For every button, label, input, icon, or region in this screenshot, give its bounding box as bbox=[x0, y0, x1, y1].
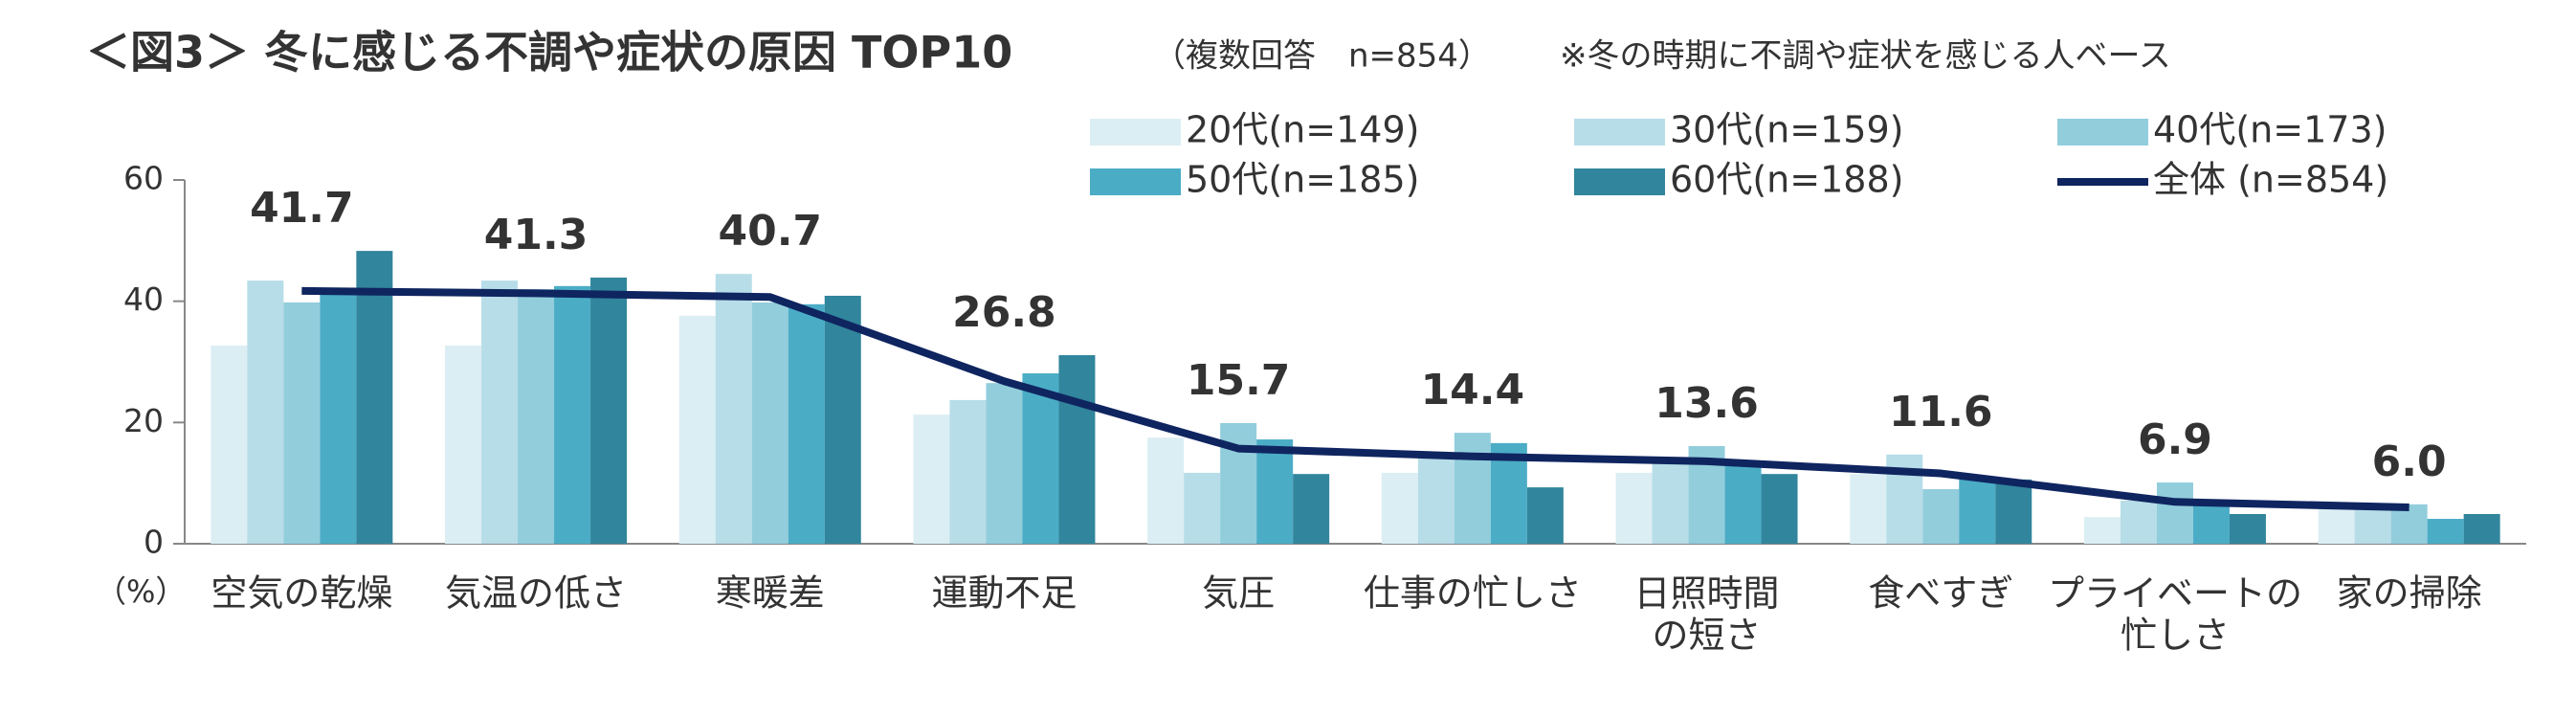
bar bbox=[2354, 508, 2391, 544]
legend-label: 50代(n=185) bbox=[1186, 159, 1419, 201]
x-tick-label: 仕事の忙しさ bbox=[1364, 572, 1582, 615]
x-tick-label: 寒暖差 bbox=[716, 572, 825, 615]
bar bbox=[751, 302, 788, 544]
bar bbox=[356, 251, 393, 544]
bar bbox=[1147, 437, 1185, 544]
bar bbox=[1058, 355, 1096, 544]
y-tick-label: 0 bbox=[144, 524, 164, 561]
bar bbox=[445, 345, 482, 544]
bar bbox=[1293, 474, 1330, 544]
bar bbox=[2463, 513, 2500, 544]
legend-swatch bbox=[1090, 168, 1181, 195]
bar bbox=[913, 415, 950, 544]
bar bbox=[1922, 489, 1960, 544]
x-tick-label: 運動不足 bbox=[931, 572, 1077, 615]
y-tick-label: 60 bbox=[123, 160, 164, 197]
bar bbox=[554, 285, 591, 544]
legend-swatch bbox=[1574, 119, 1665, 146]
bar bbox=[211, 345, 248, 544]
bar bbox=[283, 302, 321, 544]
data-label: 41.7 bbox=[250, 184, 354, 233]
x-tick-label: プライベートの忙しさ bbox=[2048, 572, 2302, 657]
bar bbox=[2427, 519, 2464, 544]
bar bbox=[2083, 517, 2121, 544]
bar bbox=[1381, 472, 1418, 544]
legend-label: 20代(n=149) bbox=[1186, 109, 1419, 151]
line bbox=[301, 286, 2409, 511]
y-unit: （%） bbox=[96, 573, 186, 610]
y-tick-label: 20 bbox=[123, 402, 164, 439]
bar bbox=[949, 399, 987, 544]
x-tick-label: 気温の低さ bbox=[445, 572, 627, 615]
bar bbox=[1184, 472, 1221, 544]
x-tick-label: 気圧 bbox=[1202, 572, 1275, 615]
legend-swatch bbox=[2057, 119, 2148, 146]
bar bbox=[678, 315, 716, 544]
bar bbox=[518, 289, 555, 544]
bar bbox=[1724, 465, 1762, 544]
data-label: 26.8 bbox=[952, 288, 1056, 337]
bar bbox=[1761, 474, 1798, 544]
data-label: 40.7 bbox=[718, 207, 822, 256]
bar bbox=[590, 277, 628, 544]
bar bbox=[1615, 472, 1653, 544]
legend-label: 全体 (n=854) bbox=[2153, 159, 2388, 201]
bar bbox=[1454, 433, 1491, 544]
bar bbox=[481, 280, 519, 544]
data-label: 6.9 bbox=[2138, 415, 2212, 464]
bar bbox=[788, 303, 825, 544]
bar bbox=[2229, 513, 2266, 544]
bar bbox=[1526, 487, 1564, 544]
data-label: 14.4 bbox=[1421, 366, 1525, 415]
legend-swatch bbox=[1090, 119, 1181, 146]
bar bbox=[1652, 459, 1689, 544]
bar bbox=[1959, 479, 1996, 544]
bar bbox=[2156, 482, 2193, 544]
bar bbox=[1256, 439, 1294, 544]
data-label: 11.6 bbox=[1889, 388, 1993, 437]
x-tick-label: 空気の乾燥 bbox=[211, 572, 392, 615]
bar bbox=[2192, 505, 2230, 544]
legend-label: 30代(n=159) bbox=[1670, 109, 1903, 151]
bar bbox=[2120, 501, 2157, 544]
bar bbox=[320, 290, 357, 544]
y-tick-label: 40 bbox=[123, 280, 164, 318]
chart-note: ※冬の時期に不調や症状を感じる人ベース bbox=[1560, 37, 2171, 76]
chart-subtitle: （複数回答 n=854） bbox=[1153, 37, 1491, 76]
legend-swatch bbox=[1574, 168, 1665, 195]
bar bbox=[2318, 508, 2355, 544]
bar bbox=[1022, 373, 1059, 544]
bar bbox=[1995, 479, 2032, 544]
data-label: 13.6 bbox=[1654, 379, 1759, 428]
bar bbox=[986, 383, 1023, 544]
legend-label: 60代(n=188) bbox=[1670, 159, 1903, 201]
legend-label: 40代(n=173) bbox=[2153, 109, 2387, 151]
x-tick-label: 食べすぎ bbox=[1868, 572, 2013, 615]
bar bbox=[1850, 474, 1887, 544]
bar bbox=[715, 274, 752, 544]
data-label: 6.0 bbox=[2372, 437, 2447, 486]
data-label: 41.3 bbox=[484, 211, 588, 259]
x-tick-label: 家の掃除 bbox=[2337, 572, 2482, 615]
bar bbox=[1417, 454, 1455, 544]
bar bbox=[247, 280, 284, 544]
chart-title: ＜図3＞ 冬に感じる不調や症状の原因 TOP10 bbox=[86, 27, 1012, 78]
bar bbox=[824, 295, 861, 544]
x-tick-label: 日照時間の短さ bbox=[1634, 572, 1780, 657]
data-label: 15.7 bbox=[1187, 356, 1291, 405]
